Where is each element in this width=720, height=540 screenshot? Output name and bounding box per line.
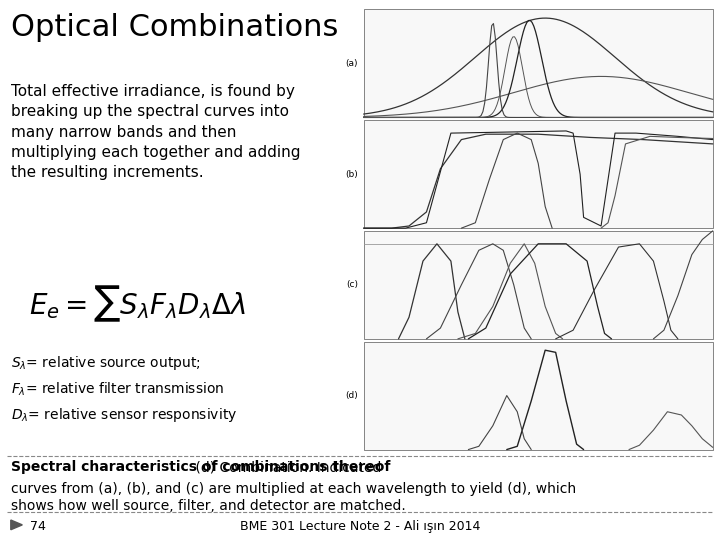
Bar <box>364 231 713 339</box>
Text: curves from (a), (b), and (c) are multiplied at each wavelength to yield (d), wh: curves from (a), (b), and (c) are multip… <box>11 482 576 496</box>
Text: (d) Combination. Indicated: (d) Combination. Indicated <box>191 460 381 474</box>
Text: (a): (a) <box>346 59 358 68</box>
Text: 74: 74 <box>30 520 46 533</box>
Text: $E_e = \sum S_\lambda F_\lambda D_\lambda \Delta\lambda$: $E_e = \sum S_\lambda F_\lambda D_\lambd… <box>29 284 246 324</box>
Bar <box>364 120 713 228</box>
Text: (d): (d) <box>345 391 358 400</box>
Text: shows how well source, filter, and detector are matched.: shows how well source, filter, and detec… <box>11 500 405 514</box>
Polygon shape <box>11 520 22 530</box>
Text: (b): (b) <box>345 170 358 179</box>
Bar <box>364 10 713 117</box>
Text: (c): (c) <box>346 280 358 289</box>
Text: Spectral characteristics of combinations thereof: Spectral characteristics of combinations… <box>11 460 390 474</box>
Text: Total effective irradiance, is found by
breaking up the spectral curves into
man: Total effective irradiance, is found by … <box>11 84 300 180</box>
Text: Optical Combinations: Optical Combinations <box>11 14 338 43</box>
Text: $S_\lambda$= relative source output;
$F_\lambda$= relative filter transmission
$: $S_\lambda$= relative source output; $F_… <box>11 354 237 424</box>
Text: BME 301 Lecture Note 2 - Ali ışın 2014: BME 301 Lecture Note 2 - Ali ışın 2014 <box>240 520 480 533</box>
Bar <box>364 342 713 449</box>
